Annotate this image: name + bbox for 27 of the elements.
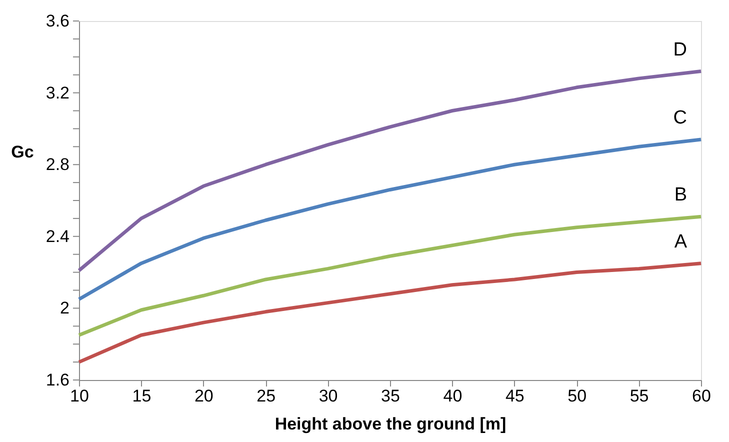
x-tick-label: 55 — [630, 386, 649, 406]
x-tick-label: 15 — [132, 386, 152, 406]
x-tick-label: 50 — [568, 386, 587, 406]
y-tick-label: 2.4 — [46, 226, 70, 246]
line-series — [77, 214, 703, 337]
x-tick-label: 35 — [381, 386, 400, 406]
y-tick-label: 1.6 — [46, 370, 70, 390]
series-label: A — [674, 231, 688, 252]
y-tick-label: 3.2 — [46, 83, 70, 102]
x-axis-title: Height above the ground [m] — [274, 414, 506, 434]
line-series — [77, 138, 703, 301]
y-tick-label: 2 — [60, 298, 70, 318]
y-tick-label: 3.6 — [46, 12, 70, 30]
x-tick-label: 60 — [692, 386, 711, 406]
x-tick-label: 25 — [256, 386, 276, 406]
x-tick-label: 45 — [505, 386, 524, 406]
x-tick-label: 10 — [70, 386, 89, 406]
x-tick-label: 40 — [443, 386, 462, 406]
series-label: C — [673, 107, 687, 128]
line-series — [77, 70, 703, 272]
series-label: B — [674, 184, 687, 206]
series-label: D — [673, 39, 687, 60]
x-tick-label: 20 — [194, 386, 214, 406]
y-axis-title: Gc — [11, 142, 34, 162]
line-series — [77, 262, 703, 364]
x-tick-label: 30 — [318, 386, 338, 406]
y-tick-label: 2.8 — [46, 155, 70, 174]
